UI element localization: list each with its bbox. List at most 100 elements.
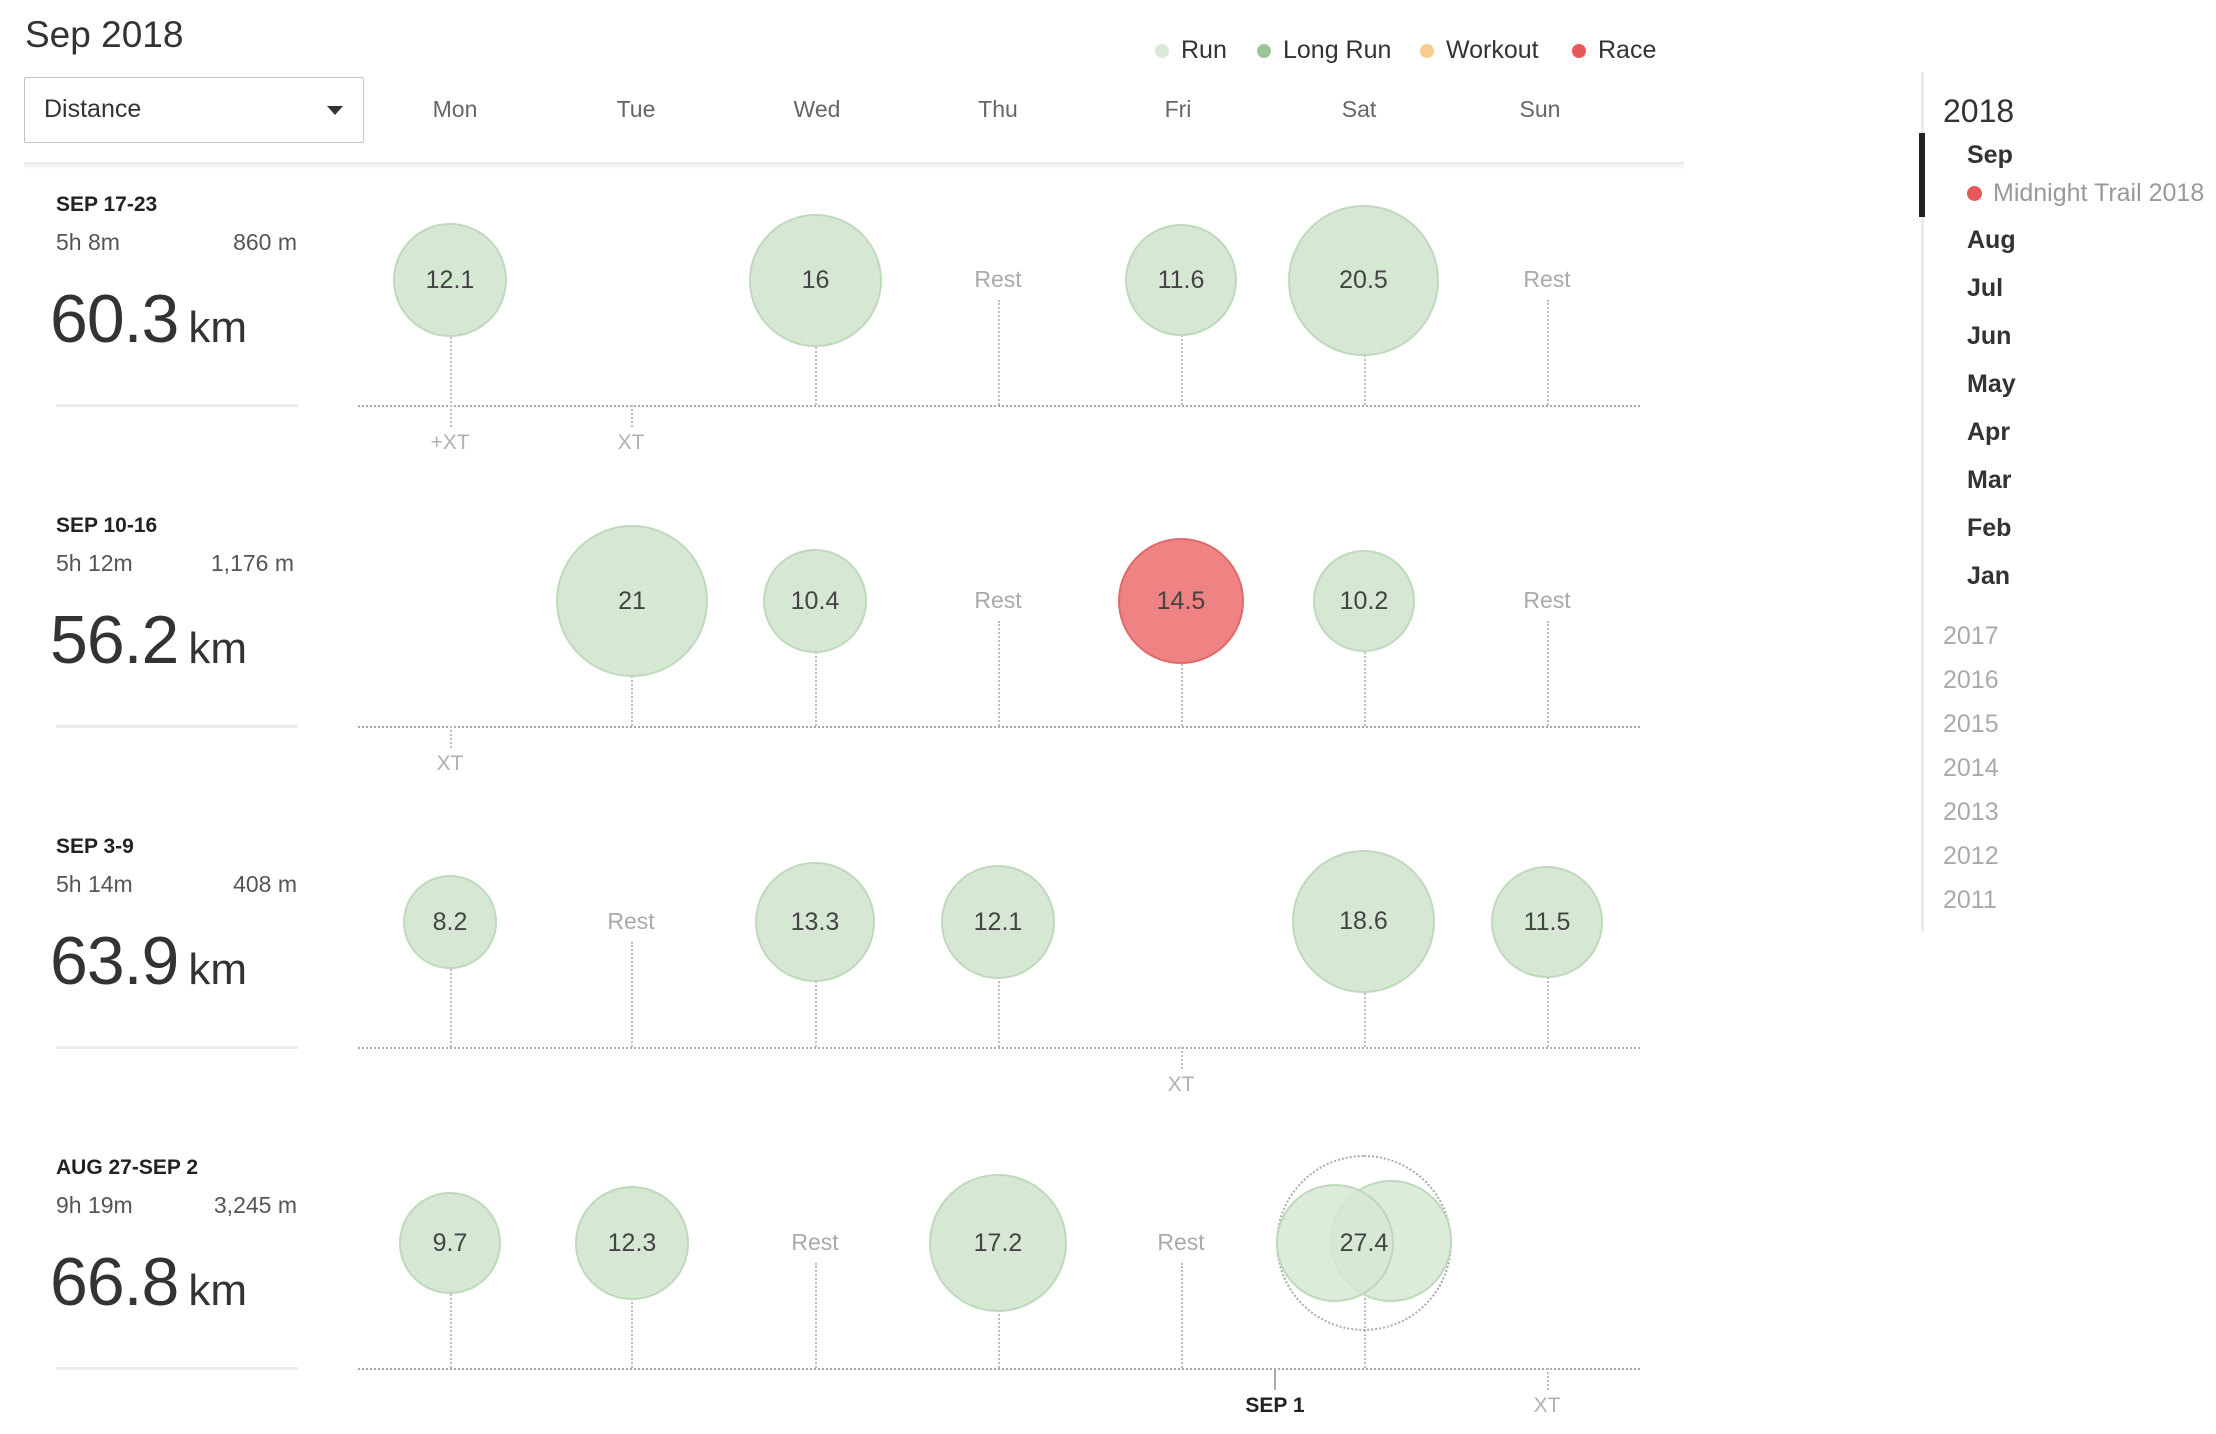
rest-label: Rest <box>1523 266 1571 292</box>
sidebar-month-apr[interactable]: Apr <box>1967 418 2011 446</box>
run-bubble[interactable]: 16 <box>749 214 882 347</box>
legend-workout-dot <box>1420 43 1434 58</box>
cross-training-label[interactable]: XT <box>1167 1073 1195 1096</box>
day-header-thu: Thu <box>978 96 1018 122</box>
cross-training-label[interactable]: +XT <box>430 431 470 454</box>
sidebar-month-sep[interactable]: Sep <box>1967 141 2013 169</box>
run-bubble[interactable]: 21 <box>556 525 708 677</box>
sidebar-month-jun[interactable]: Jun <box>1967 322 2012 350</box>
sidebar-year-2014[interactable]: 2014 <box>1943 754 1999 782</box>
week-distance-unit: km <box>188 303 248 352</box>
sidebar-month-jul[interactable]: Jul <box>1967 274 2004 302</box>
sidebar-year-2012[interactable]: 2012 <box>1943 842 1999 870</box>
day-stem <box>1181 1263 1183 1368</box>
sidebar-month-mar[interactable]: Mar <box>1967 466 2012 494</box>
sidebar-year-2013[interactable]: 2013 <box>1943 798 1999 826</box>
day-stem <box>1547 621 1549 726</box>
sidebar-month-feb[interactable]: Feb <box>1967 514 2012 542</box>
sidebar-year-2017[interactable]: 2017 <box>1943 622 1999 650</box>
run-bubble[interactable]: 12.1 <box>393 223 507 337</box>
sidebar-race-link[interactable]: Midnight Trail 2018 <box>1967 179 2204 208</box>
cross-training-label[interactable]: XT <box>436 752 464 775</box>
rest-label: Rest <box>607 908 655 934</box>
run-bubble[interactable]: 20.5 <box>1288 205 1439 356</box>
day-stem <box>631 942 633 1047</box>
week-elevation: 3,245 m <box>213 1192 297 1218</box>
sidebar-year-2011[interactable]: 2011 <box>1943 886 1997 914</box>
day-stem <box>1547 922 1549 1047</box>
legend-long-run-label: Long Run <box>1283 36 1392 64</box>
sidebar-year-2018[interactable]: 2018 <box>1943 93 2015 129</box>
run-bubble[interactable]: 13.3 <box>755 862 875 982</box>
day-stem <box>1181 1047 1183 1069</box>
day-header-sun: Sun <box>1519 96 1561 122</box>
week-distance-value: 63.9 <box>50 923 179 999</box>
week-underline <box>56 1046 298 1049</box>
rest-label: Rest <box>1523 587 1571 613</box>
sidebar-month-aug[interactable]: Aug <box>1967 226 2016 254</box>
day-stem <box>815 1263 817 1368</box>
week-distance-unit: km <box>188 1266 248 1315</box>
run-bubble[interactable]: 8.2 <box>403 875 497 969</box>
metric-select[interactable]: Distance <box>24 77 364 143</box>
run-bubble-primary[interactable] <box>1276 1184 1394 1302</box>
month-marker-label: SEP 1 <box>1245 1394 1305 1417</box>
day-header-sat: Sat <box>1341 96 1377 122</box>
week-elevation: 860 m <box>233 229 297 255</box>
day-stem <box>1547 300 1549 405</box>
month-marker-tick <box>1274 1368 1276 1390</box>
sidebar-month-jan[interactable]: Jan <box>1967 562 2011 590</box>
race-bubble[interactable]: 14.5 <box>1118 538 1244 664</box>
week-duration: 9h 19m <box>56 1192 133 1218</box>
day-stem <box>998 300 1000 405</box>
rest-label: Rest <box>974 587 1022 613</box>
legend-long-run: Long Run <box>1257 36 1391 65</box>
week-distance-unit: km <box>188 945 248 994</box>
run-bubble[interactable]: 12.1 <box>941 865 1055 979</box>
run-bubble[interactable]: 10.2 <box>1313 550 1415 652</box>
legend-race-dot <box>1572 43 1586 58</box>
day-header-mon: Mon <box>432 96 478 122</box>
week-distance: 60.3 km <box>50 280 247 358</box>
day-stem <box>815 601 817 726</box>
week-elevation: 408 m <box>233 871 297 897</box>
run-bubble[interactable]: 9.7 <box>399 1192 501 1294</box>
sidebar-year-2016[interactable]: 2016 <box>1943 666 1999 694</box>
week-range: SEP 17-23 <box>56 193 158 216</box>
metric-select-value: Distance <box>44 95 142 123</box>
page-title: Sep 2018 <box>25 14 184 55</box>
race-dot-icon <box>1967 186 1982 201</box>
week-baseline <box>358 1047 1640 1049</box>
legend-race-label: Race <box>1598 36 1657 64</box>
day-stem <box>450 726 452 748</box>
week-baseline <box>358 726 1640 728</box>
day-header-tue: Tue <box>616 96 656 122</box>
sidebar-month-may[interactable]: May <box>1967 370 2016 398</box>
sidebar-year-2015[interactable]: 2015 <box>1943 710 1999 738</box>
legend-workout-label: Workout <box>1446 36 1539 64</box>
day-stem <box>1181 280 1183 405</box>
run-bubble[interactable]: 11.5 <box>1491 866 1603 978</box>
run-bubble[interactable]: 18.6 <box>1292 850 1435 993</box>
legend-race: Race <box>1572 36 1656 65</box>
rest-label: Rest <box>1157 1229 1205 1255</box>
run-bubble[interactable]: 10.4 <box>763 549 867 653</box>
run-bubble[interactable]: 12.3 <box>575 1186 689 1300</box>
week-distance-value: 66.8 <box>50 1244 179 1320</box>
day-header-wed: Wed <box>793 96 841 122</box>
week-underline <box>56 1367 298 1370</box>
run-bubble[interactable]: 11.6 <box>1125 224 1237 336</box>
cross-training-label[interactable]: XT <box>617 431 645 454</box>
week-distance-value: 56.2 <box>50 602 179 678</box>
cross-training-label[interactable]: XT <box>1533 1394 1561 1417</box>
run-bubble[interactable]: 17.2 <box>929 1174 1067 1312</box>
week-range: SEP 10-16 <box>56 514 158 537</box>
chevron-down-icon <box>327 106 343 115</box>
week-duration: 5h 12m <box>56 550 133 576</box>
day-stem <box>450 922 452 1047</box>
week-baseline <box>358 1368 1640 1370</box>
day-stem <box>1547 1368 1549 1390</box>
sidebar-race-label: Midnight Trail 2018 <box>1993 179 2205 207</box>
day-stem <box>1364 601 1366 726</box>
sidebar-active-indicator <box>1919 133 1925 217</box>
